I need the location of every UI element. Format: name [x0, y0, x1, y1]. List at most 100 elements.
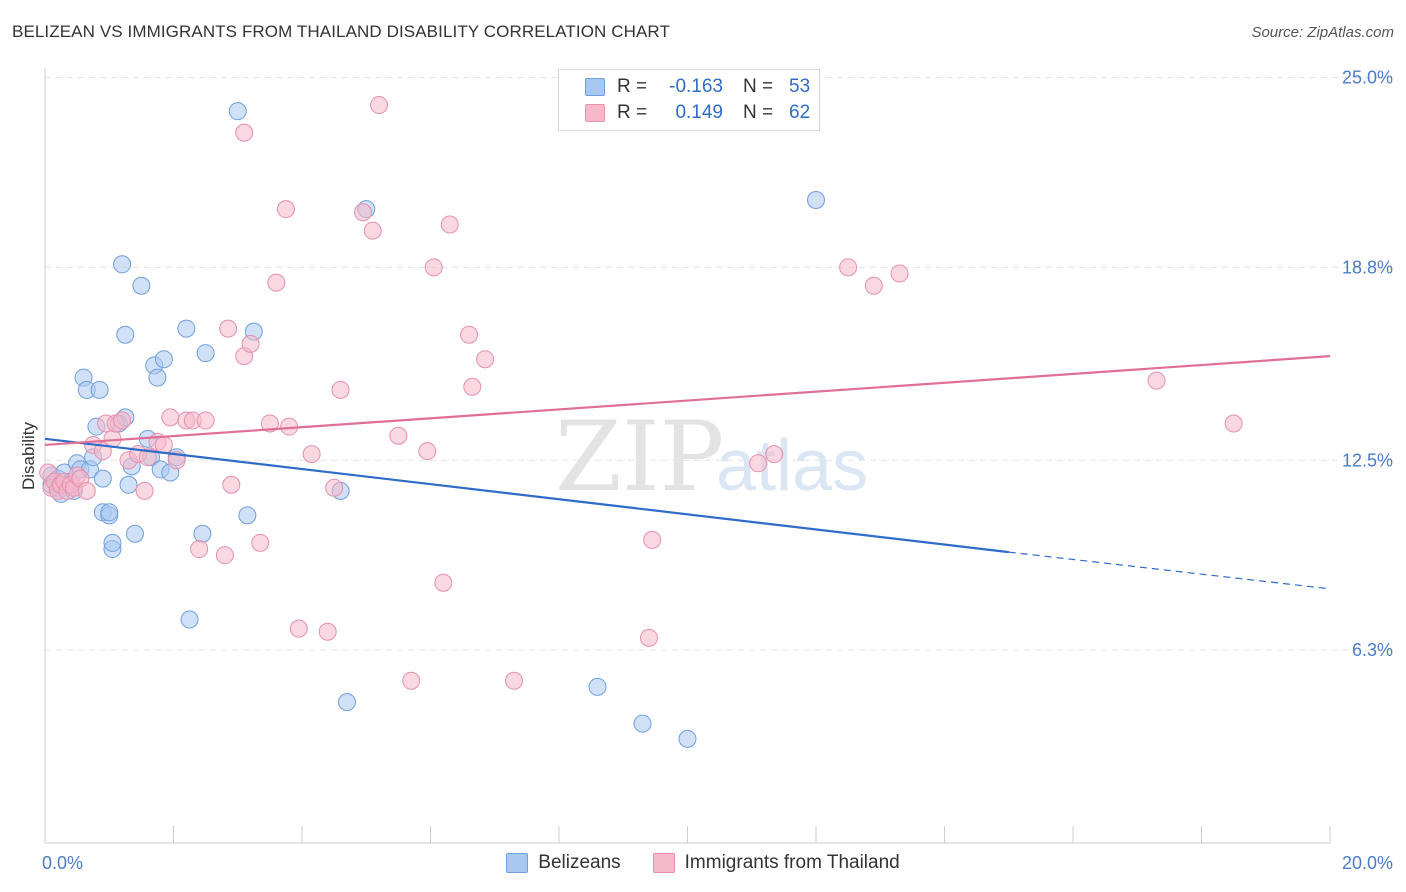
thailand-point: [643, 530, 662, 549]
belizean-point: [116, 325, 135, 344]
belizean-trend-line: [44, 437, 1009, 554]
thailand-point: [363, 221, 382, 240]
belizean-point: [103, 533, 122, 552]
thailand-point: [1224, 414, 1243, 433]
thailand-point: [251, 533, 270, 552]
pink-swatch: [652, 853, 675, 873]
y-tick-label: 6.3%: [1352, 640, 1393, 660]
thailand-point: [138, 448, 157, 467]
r-value: -0.163: [669, 76, 723, 97]
belizean-point: [633, 714, 652, 733]
thailand-point: [267, 273, 286, 292]
belizean-point: [100, 503, 119, 522]
n-label: N =: [743, 76, 774, 97]
source-credit: Source: ZipAtlas.com: [1251, 24, 1394, 41]
y-tick-label: 18.8%: [1342, 257, 1393, 277]
thailand-point: [402, 671, 421, 690]
legend-row-thailand: R = 0.149 N = 62: [585, 101, 810, 125]
watermark-zip: ZIP: [555, 401, 724, 513]
thailand-point: [215, 546, 234, 565]
belizean-point: [125, 524, 144, 543]
correlation-legend: R = -0.163 N = 53 R = 0.149 N = 62: [558, 69, 820, 131]
chart-title: BELIZEAN VS IMMIGRANTS FROM THAILAND DIS…: [12, 22, 670, 41]
thailand-point: [222, 475, 241, 494]
legend-item-thailand: Immigrants from Thailand: [652, 852, 900, 874]
thailand-trend-line: [44, 355, 1331, 447]
thailand-point: [749, 454, 768, 473]
thailand-point: [219, 319, 238, 338]
r-label: R =: [617, 102, 648, 123]
belizean-point: [337, 693, 356, 712]
thailand-point: [460, 325, 479, 344]
thailand-point: [289, 619, 308, 638]
thailand-point: [765, 445, 784, 464]
thailand-point: [325, 478, 344, 497]
thailand-point: [463, 377, 482, 396]
belizean-point: [148, 368, 167, 387]
n-value: 62: [789, 102, 811, 123]
thailand-point: [331, 380, 350, 399]
thailand-point: [434, 573, 453, 592]
belizean-point: [154, 350, 173, 369]
belizean-point: [113, 255, 132, 274]
thailand-point: [389, 426, 408, 445]
trend-lines: [44, 355, 1331, 590]
gridlines: [45, 77, 1392, 651]
thailand-point: [890, 264, 909, 283]
belizean-trend-extension: [1008, 551, 1331, 590]
series-legend: Belizeans Immigrants from Thailand: [0, 852, 1406, 874]
thailand-point: [276, 200, 295, 219]
thailand-point: [839, 258, 858, 277]
legend-label: Belizeans: [538, 852, 621, 873]
watermark: ZIP atlas: [555, 401, 868, 513]
belizean-point: [228, 102, 247, 121]
thailand-point: [354, 203, 373, 222]
thailand-point: [77, 481, 96, 500]
belizean-point: [588, 677, 607, 696]
thailand-point: [1147, 371, 1166, 390]
thailand-point: [167, 451, 186, 470]
legend-label: Immigrants from Thailand: [684, 852, 900, 873]
legend-row-belizeans: R = -0.163 N = 53: [585, 75, 810, 99]
thailand-point: [476, 350, 495, 369]
watermark-atlas: atlas: [716, 426, 868, 506]
thailand-point: [864, 276, 883, 295]
thailand-point: [424, 258, 443, 277]
axes: [44, 68, 1331, 844]
thailand-point: [241, 334, 260, 353]
x-tick-label: 20.0%: [1342, 853, 1393, 873]
axis-labels: 6.3% 12.5% 18.8% 25.0% 0.0% 20.0% Disability: [19, 68, 1393, 874]
belizean-point: [119, 475, 138, 494]
thailand-point: [370, 96, 389, 115]
blue-swatch: [585, 78, 605, 96]
thailand-point: [235, 123, 254, 142]
x-tick-label: 0.0%: [42, 853, 83, 873]
n-label: N =: [743, 102, 774, 123]
thailand-point: [639, 628, 658, 647]
legend-item-belizeans: Belizeans: [506, 852, 621, 874]
belizean-point: [238, 506, 257, 525]
thailand-point: [505, 671, 524, 690]
y-tick-label: 12.5%: [1342, 450, 1393, 470]
belizean-point: [177, 319, 196, 338]
thailand-point: [161, 408, 180, 427]
belizean-point: [132, 276, 151, 295]
n-value: 53: [789, 76, 811, 97]
thailand-point: [190, 540, 209, 559]
r-value: 0.149: [675, 102, 723, 123]
thailand-points: [39, 96, 1243, 690]
thailand-point: [418, 442, 437, 461]
r-label: R =: [617, 76, 648, 97]
belizean-point: [93, 469, 112, 488]
thailand-point: [196, 411, 215, 430]
belizean-point: [90, 380, 109, 399]
thailand-point: [113, 411, 132, 430]
blue-swatch: [506, 853, 529, 873]
thailand-point: [154, 435, 173, 454]
thailand-point: [440, 215, 459, 234]
y-axis-label: Disability: [19, 421, 38, 490]
y-tick-label: 25.0%: [1342, 68, 1393, 88]
pink-swatch: [585, 104, 605, 122]
thailand-point: [135, 481, 154, 500]
